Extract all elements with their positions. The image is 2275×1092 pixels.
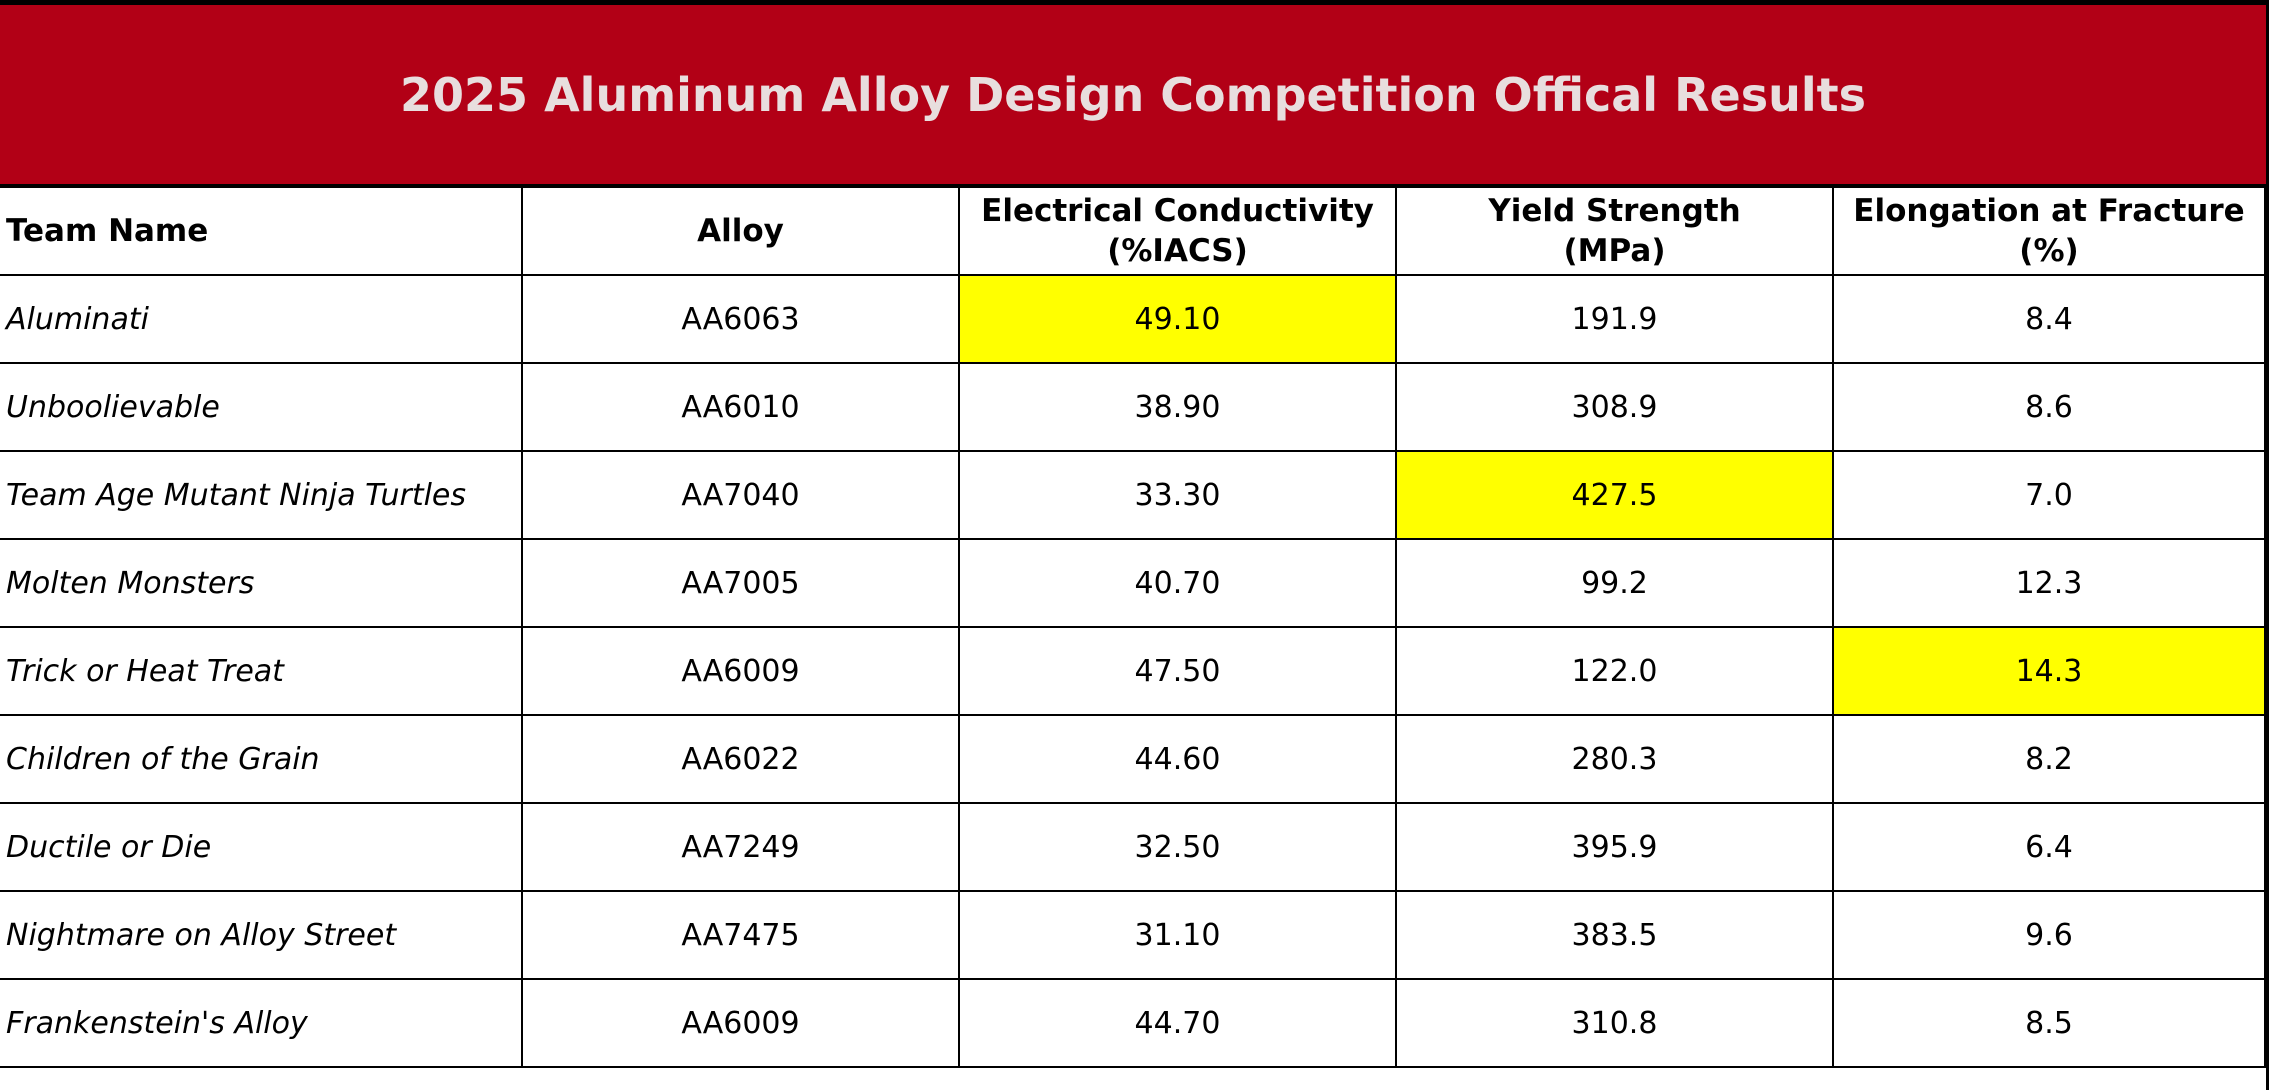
table-cell: 7.0 (1832, 450, 2266, 540)
table-cell: 280.3 (1395, 714, 1834, 804)
table-cell: 6.4 (1832, 802, 2266, 892)
table-cell: AA7249 (521, 802, 960, 892)
table-row: Frankenstein's Alloy AA6009 44.70 310.8 8.5 (0, 978, 2266, 1068)
title-banner: 2025 Aluminum Alloy Design Competition O… (0, 5, 2266, 186)
table-row: Nightmare on Alloy Street AA7475 31.10 383.… (0, 890, 2266, 980)
table-cell: AA6009 (521, 626, 960, 716)
table-cell: 38.90 (958, 362, 1397, 452)
table-cell: 44.60 (958, 714, 1397, 804)
table-row: Team Age Mutant Ninja Turtles AA7040 33.30… (0, 450, 2266, 540)
table-cell: 8.2 (1832, 714, 2266, 804)
team-name: Molten Monsters (0, 538, 523, 628)
column-header: Team Name (0, 186, 523, 276)
table-row: Trick or Heat Treat AA6009 47.50 122.0 14.3 (0, 626, 2266, 716)
table-cell: AA6010 (521, 362, 960, 452)
table-cell: 310.8 (1395, 978, 1834, 1068)
table-cell: 31.10 (958, 890, 1397, 980)
table-cell: AA7475 (521, 890, 960, 980)
table-cell: AA6022 (521, 714, 960, 804)
table-row: Aluminati AA6063 49.10 191.9 8.4 (0, 274, 2266, 364)
team-name: Frankenstein's Alloy (0, 978, 523, 1068)
table-row: Unboolievable AA6010 38.90 308.9 8.6 (0, 362, 2266, 452)
team-name: Unboolievable (0, 362, 523, 452)
column-header: Alloy (521, 186, 960, 276)
table-cell: 40.70 (958, 538, 1397, 628)
table-cell: 33.30 (958, 450, 1397, 540)
table-cell: AA7040 (521, 450, 960, 540)
results-table: Team Name Alloy Electrical Conductivity (%… (0, 186, 2266, 1068)
table-cell: 32.50 (958, 802, 1397, 892)
column-header: Electrical Conductivity (%IACS) (958, 186, 1397, 276)
table-cell: 308.9 (1395, 362, 1834, 452)
table-cell: AA6009 (521, 978, 960, 1068)
table-row: Ductile or Die AA7249 32.50 395.9 6.4 (0, 802, 2266, 892)
team-name: Team Age Mutant Ninja Turtles (0, 450, 523, 540)
table-cell: 47.50 (958, 626, 1397, 716)
table-cell: 191.9 (1395, 274, 1834, 364)
table-cell: 49.10 (958, 274, 1397, 364)
column-header: Elongation at Fracture (%) (1832, 186, 2266, 276)
team-name: Ductile or Die (0, 802, 523, 892)
team-name: Trick or Heat Treat (0, 626, 523, 716)
table-cell: 427.5 (1395, 450, 1834, 540)
table-cell: AA7005 (521, 538, 960, 628)
table-cell: 8.5 (1832, 978, 2266, 1068)
table-cell: 383.5 (1395, 890, 1834, 980)
team-name: Aluminati (0, 274, 523, 364)
table-cell: 9.6 (1832, 890, 2266, 980)
table-cell: 44.70 (958, 978, 1397, 1068)
table-row: Molten Monsters AA7005 40.70 99.2 12.3 (0, 538, 2266, 628)
table-cell: 395.9 (1395, 802, 1834, 892)
team-name: Children of the Grain (0, 714, 523, 804)
table-row: Children of the Grain AA6022 44.60 280.3 8.2 (0, 714, 2266, 804)
table-cell: 8.6 (1832, 362, 2266, 452)
header-row: Team Name Alloy Electrical Conductivity (%… (0, 186, 2266, 276)
table-cell: 8.4 (1832, 274, 2266, 364)
column-header: Yield Strength (MPa) (1395, 186, 1834, 276)
table-cell: 122.0 (1395, 626, 1834, 716)
table-body: Aluminati AA6063 49.10 191.9 8.4 Unboolievabl… (0, 274, 2266, 1068)
table-cell: 14.3 (1832, 626, 2266, 716)
table-cell: AA6063 (521, 274, 960, 364)
team-name: Nightmare on Alloy Street (0, 890, 523, 980)
table-cell: 99.2 (1395, 538, 1834, 628)
table-cell: 12.3 (1832, 538, 2266, 628)
